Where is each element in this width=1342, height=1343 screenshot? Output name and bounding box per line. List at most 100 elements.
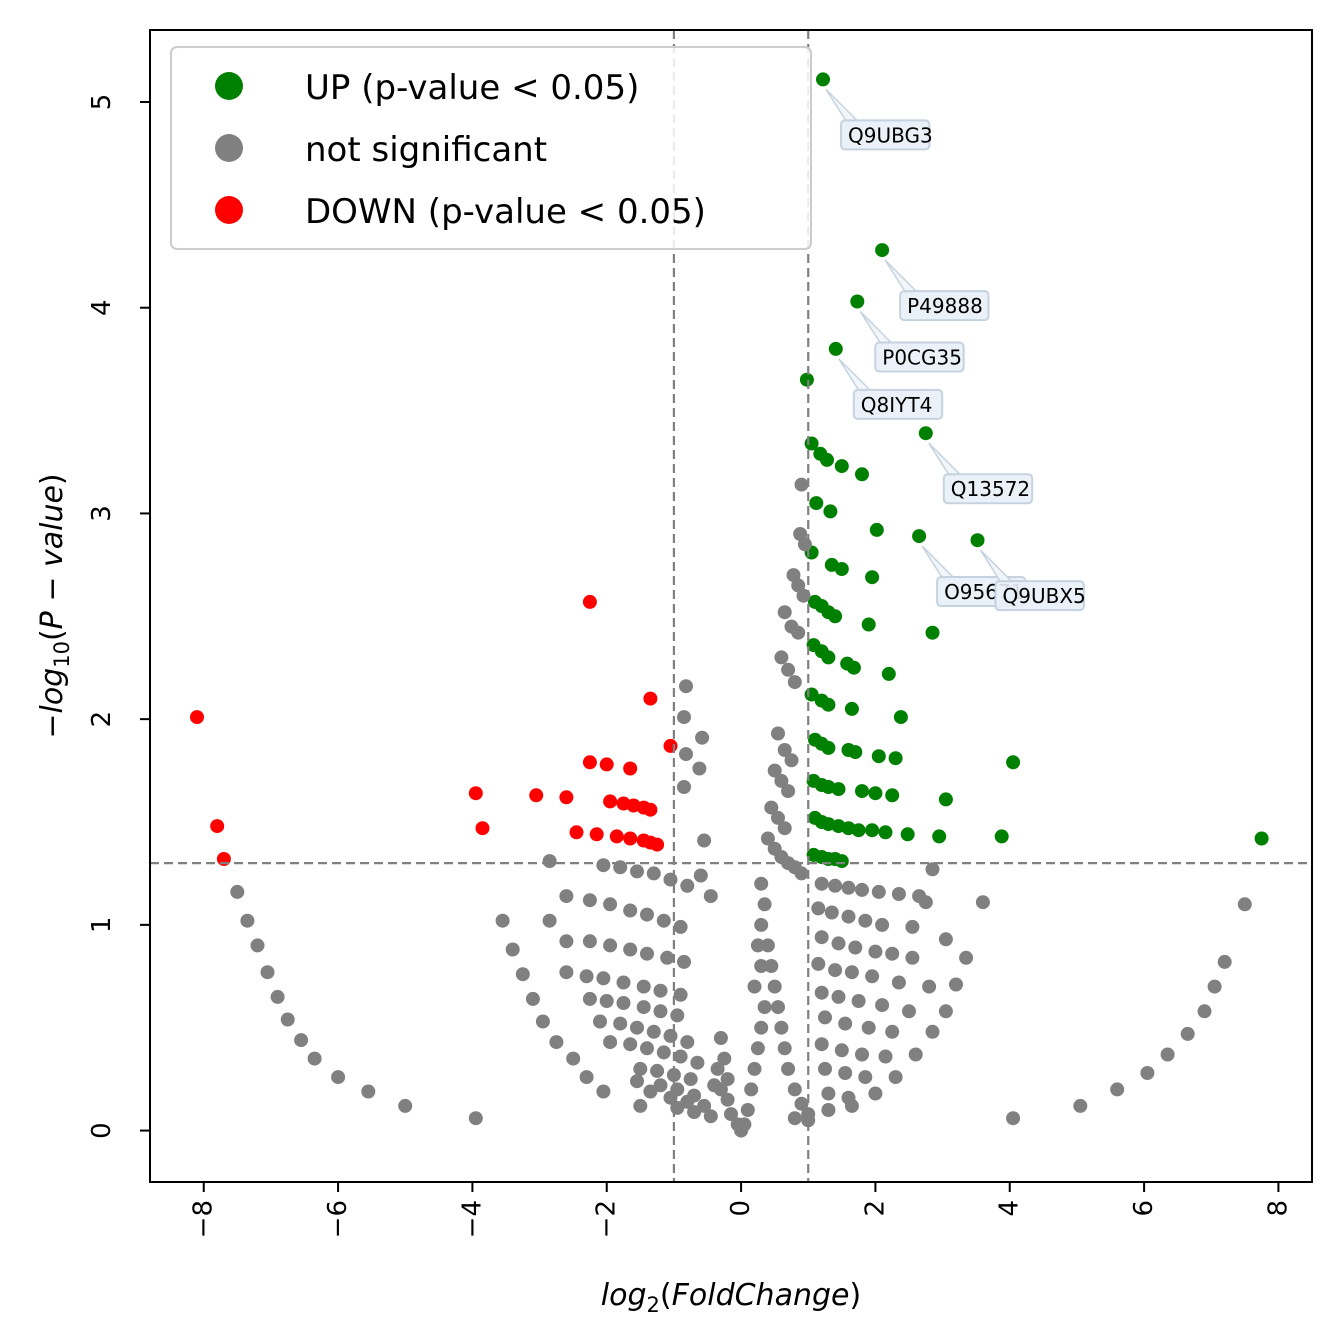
data-point — [616, 996, 631, 1010]
data-point — [660, 950, 675, 965]
data-point — [834, 1043, 849, 1058]
data-point — [630, 864, 644, 879]
data-point — [816, 72, 830, 87]
y-tick-label: 4 — [87, 299, 117, 316]
data-point — [824, 905, 839, 920]
annotation-label: Q9UBG3 — [848, 123, 933, 147]
data-point — [589, 827, 604, 842]
annotation-box — [942, 473, 1034, 505]
data-point — [687, 1105, 702, 1120]
legend-marker-ns — [215, 134, 243, 162]
data-point — [787, 1111, 802, 1126]
data-point — [653, 983, 668, 998]
data-point — [828, 609, 843, 624]
data-point — [777, 821, 792, 836]
data-point — [596, 971, 611, 986]
data-point — [579, 1070, 594, 1085]
data-point — [690, 1055, 705, 1070]
data-point — [582, 893, 597, 908]
data-point — [270, 989, 285, 1004]
data-point — [697, 833, 712, 848]
data-point — [781, 662, 796, 677]
data-point — [710, 1061, 725, 1076]
data-point — [670, 1100, 685, 1115]
x-tick-label: −6 — [323, 1200, 353, 1238]
data-point — [893, 710, 908, 725]
data-point — [683, 1072, 698, 1087]
data-point — [861, 617, 876, 632]
x-axis-label: log2(FoldChange) — [601, 1278, 861, 1317]
data-point — [679, 747, 693, 762]
data-point — [844, 965, 859, 980]
data-point — [361, 1084, 376, 1099]
data-point — [240, 913, 255, 928]
data-point — [1006, 755, 1021, 770]
annotation-Q13572: Q13572 — [928, 442, 1034, 505]
annotation-Q9UBG3: Q9UBG3 — [825, 88, 933, 151]
data-point — [603, 897, 618, 912]
x-tick-label: −8 — [189, 1200, 219, 1238]
annotation-Q8IYT4: Q8IYT4 — [838, 358, 944, 420]
data-point — [801, 1113, 816, 1128]
data-point — [848, 940, 863, 955]
data-point — [902, 1004, 916, 1019]
data-point — [848, 745, 863, 760]
legend-label-ns: not significant — [305, 130, 547, 170]
data-point — [703, 1109, 718, 1124]
data-point — [757, 897, 772, 912]
data-point — [855, 882, 869, 897]
data-point — [640, 907, 654, 922]
legend-frame — [170, 46, 812, 250]
data-point — [549, 1035, 564, 1050]
data-point — [542, 854, 557, 869]
data-point — [1180, 1026, 1195, 1041]
data-point — [787, 1082, 802, 1097]
data-point — [875, 998, 890, 1013]
series-1 — [230, 477, 1252, 1138]
data-point — [865, 969, 880, 984]
data-point — [636, 979, 651, 994]
data-point — [737, 1117, 752, 1132]
data-point — [823, 504, 838, 519]
data-point — [250, 938, 265, 953]
data-point — [599, 994, 614, 1008]
data-point — [650, 1063, 665, 1078]
data-point — [875, 243, 890, 258]
data-point — [593, 1014, 607, 1029]
data-point — [814, 985, 829, 1000]
data-point — [720, 1072, 735, 1087]
data-point — [846, 660, 861, 675]
data-point — [1254, 831, 1269, 846]
data-point — [885, 1024, 900, 1039]
data-point — [831, 989, 846, 1004]
data-point — [677, 710, 691, 725]
data-point — [582, 934, 597, 949]
data-point — [653, 1004, 668, 1019]
data-point — [881, 666, 896, 681]
legend-marker-up — [215, 72, 243, 100]
data-point — [925, 862, 940, 877]
data-point — [603, 938, 618, 953]
data-point — [582, 755, 597, 770]
data-point — [771, 1000, 785, 1015]
data-point — [468, 786, 483, 801]
data-point — [596, 858, 611, 873]
data-point — [777, 605, 792, 620]
data-point — [794, 866, 809, 881]
annotation-box — [874, 341, 965, 373]
data-point — [740, 1103, 755, 1117]
data-point — [630, 1020, 644, 1035]
data-point — [820, 452, 834, 467]
data-point — [750, 938, 765, 953]
data-point — [724, 1107, 738, 1122]
data-point — [814, 876, 829, 891]
data-point — [1160, 1047, 1175, 1062]
data-point — [663, 1028, 678, 1043]
data-point — [868, 786, 883, 801]
data-point — [680, 878, 695, 893]
data-point — [398, 1098, 413, 1113]
data-point — [559, 889, 574, 904]
data-point — [809, 496, 824, 511]
axis-ticks: −8 −6 −4 −2 0 2 4 6 8 0 1 2 3 4 5 — [87, 94, 1293, 1239]
data-point — [821, 1103, 836, 1117]
